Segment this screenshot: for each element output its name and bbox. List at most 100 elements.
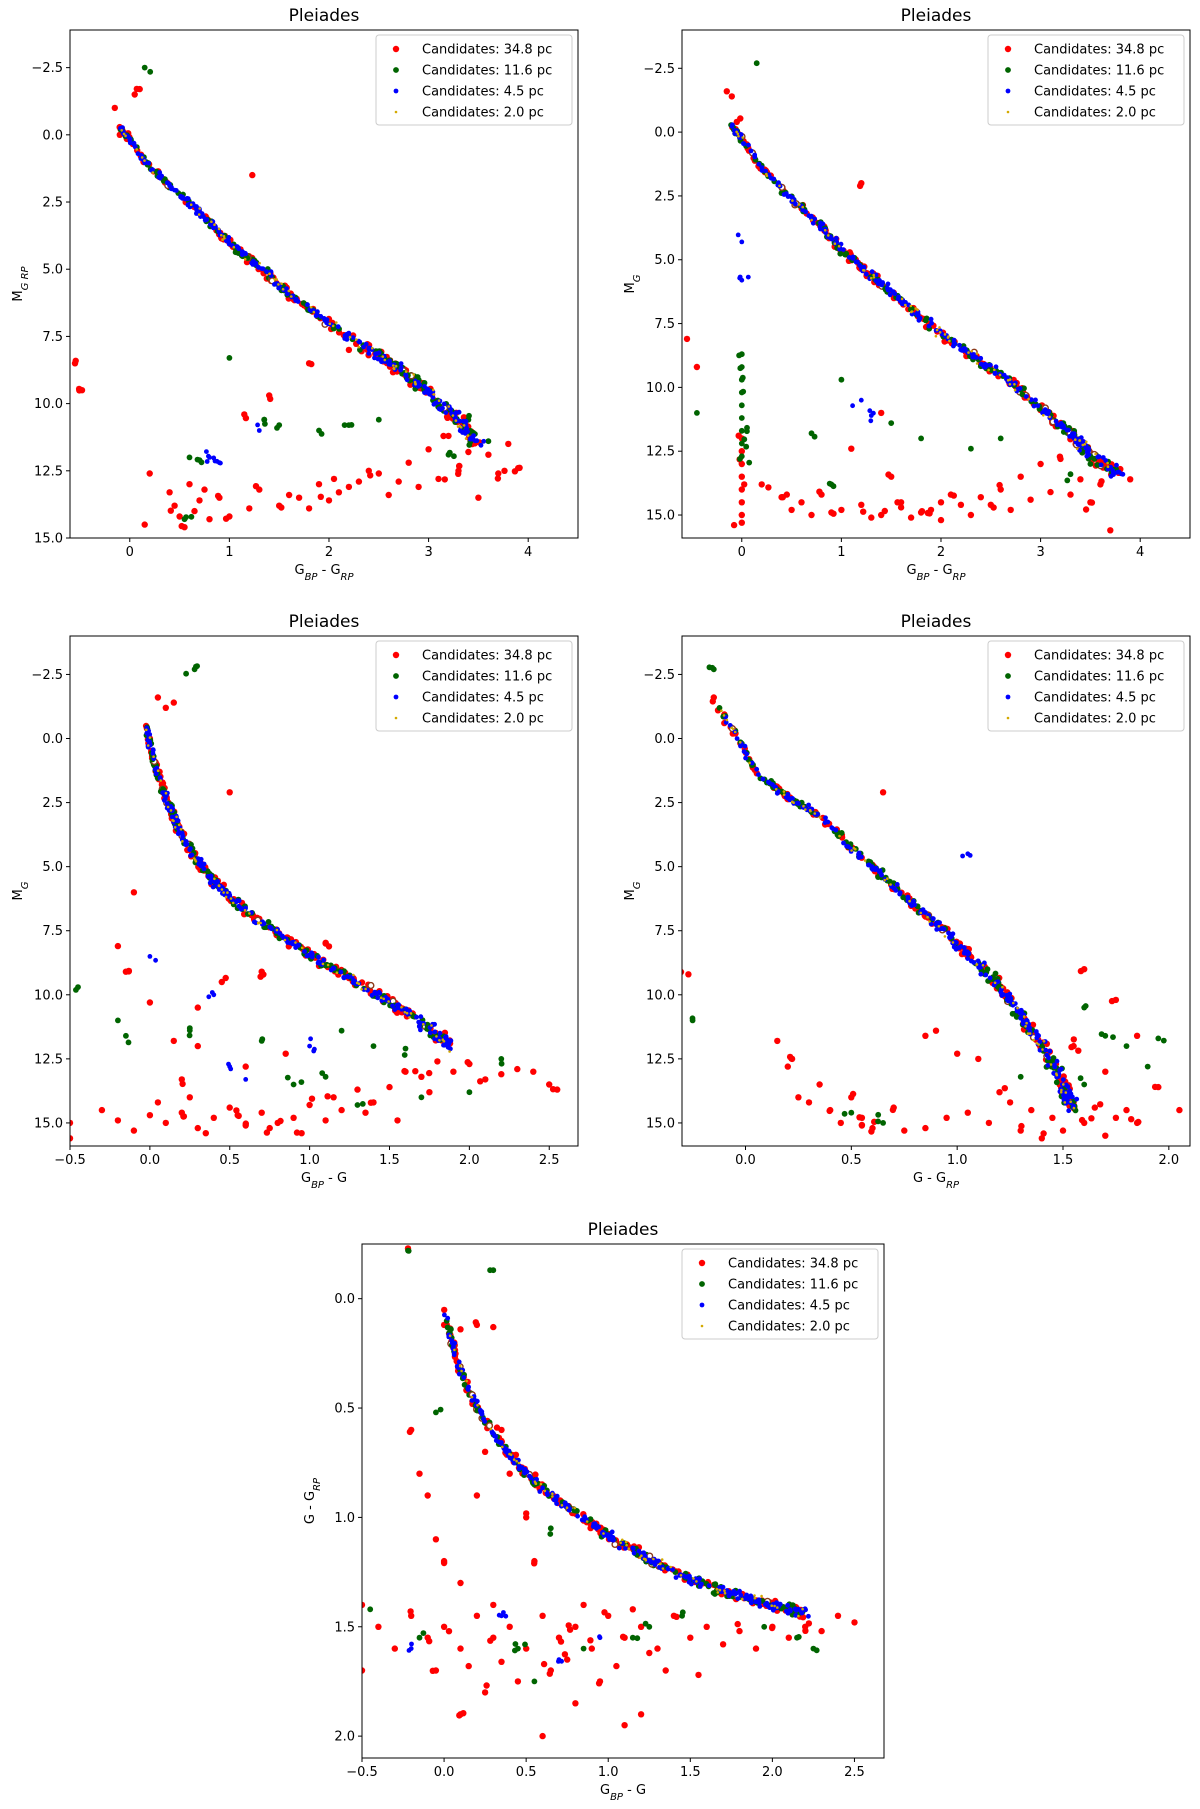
point: [621, 1722, 628, 1729]
point: [416, 1470, 423, 1477]
point: [473, 1612, 481, 1620]
point: [456, 462, 463, 470]
point: [352, 1669, 358, 1675]
x-tick-label: 4: [524, 545, 532, 560]
point: [213, 223, 216, 226]
point: [975, 963, 979, 966]
point: [232, 245, 236, 249]
point: [460, 430, 465, 435]
point: [312, 1046, 317, 1052]
point: [450, 1068, 457, 1075]
point: [1123, 1106, 1130, 1114]
x-tick-label: 1: [225, 545, 233, 560]
point: [768, 1624, 776, 1632]
point: [749, 760, 755, 766]
point: [348, 422, 355, 428]
point: [235, 898, 240, 904]
legend: Candidates: 34.8 pc Candidates: 11.6 pc Ca…: [681, 1248, 879, 1340]
point: [531, 1678, 538, 1685]
point: [422, 384, 427, 389]
point: [539, 1612, 546, 1620]
legend-box: [987, 640, 1185, 732]
point: [485, 1422, 494, 1430]
point: [522, 1466, 528, 1472]
y-tick-label: 1.5: [334, 1620, 355, 1635]
y-tick-label: 15.0: [646, 509, 675, 524]
point: [512, 1458, 516, 1461]
point: [812, 216, 817, 222]
point: [204, 449, 209, 454]
point: [494, 475, 502, 482]
point: [482, 1076, 489, 1083]
point: [911, 898, 916, 904]
point: [171, 502, 178, 509]
point: [998, 373, 1002, 377]
point: [464, 425, 469, 431]
point: [782, 790, 786, 793]
point: [1025, 1021, 1028, 1025]
point: [572, 1700, 579, 1707]
point: [875, 1118, 881, 1125]
point: [458, 1364, 462, 1368]
x-tick-label: 3: [1036, 545, 1044, 560]
point: [338, 969, 344, 975]
legend-label: Candidates: 2.0 pc: [422, 106, 544, 121]
point: [259, 1036, 266, 1043]
series-2: [117, 64, 492, 523]
point: [154, 765, 160, 771]
point: [186, 454, 193, 461]
point: [167, 507, 174, 514]
point: [909, 304, 913, 308]
point: [1176, 1106, 1183, 1114]
point: [156, 769, 160, 772]
point: [175, 825, 181, 831]
point: [294, 941, 297, 944]
point: [235, 1112, 242, 1120]
point: [1083, 443, 1087, 446]
point: [114, 942, 122, 950]
point: [285, 291, 290, 297]
y-axis-label: G - GRP: [303, 1477, 323, 1524]
point: [1108, 997, 1116, 1005]
point: [160, 790, 166, 795]
data-points: [683, 60, 1134, 534]
point: [335, 971, 339, 974]
point: [447, 405, 451, 408]
point: [694, 410, 700, 416]
point: [1100, 455, 1106, 460]
point: [654, 1645, 661, 1652]
point: [441, 1038, 445, 1041]
point: [493, 1434, 498, 1439]
point: [588, 1645, 595, 1652]
point: [468, 436, 474, 442]
point: [636, 1548, 642, 1554]
point: [909, 903, 915, 909]
point: [788, 1055, 795, 1062]
point: [993, 981, 997, 985]
point: [426, 1089, 433, 1096]
point: [1033, 397, 1038, 403]
plot-frame: [681, 635, 1191, 1147]
point: [441, 1306, 448, 1314]
point: [192, 857, 196, 860]
point: [452, 1340, 458, 1346]
point: [517, 1461, 521, 1465]
point: [837, 245, 841, 248]
series-1: [70, 694, 561, 1142]
legend: Candidates: 34.8 pc Candidates: 11.6 pc Ca…: [987, 34, 1185, 126]
point: [735, 130, 738, 134]
point: [345, 346, 353, 354]
point: [900, 297, 904, 301]
point: [432, 1029, 438, 1035]
point: [756, 1597, 762, 1603]
legend-marker: [1006, 110, 1010, 114]
point: [1088, 499, 1096, 506]
plot-frame: [69, 635, 579, 1147]
point: [201, 866, 207, 872]
point: [533, 1480, 537, 1483]
point: [335, 324, 341, 330]
point: [392, 367, 396, 370]
point: [1063, 1101, 1067, 1104]
point: [1077, 476, 1084, 483]
point: [415, 483, 422, 491]
